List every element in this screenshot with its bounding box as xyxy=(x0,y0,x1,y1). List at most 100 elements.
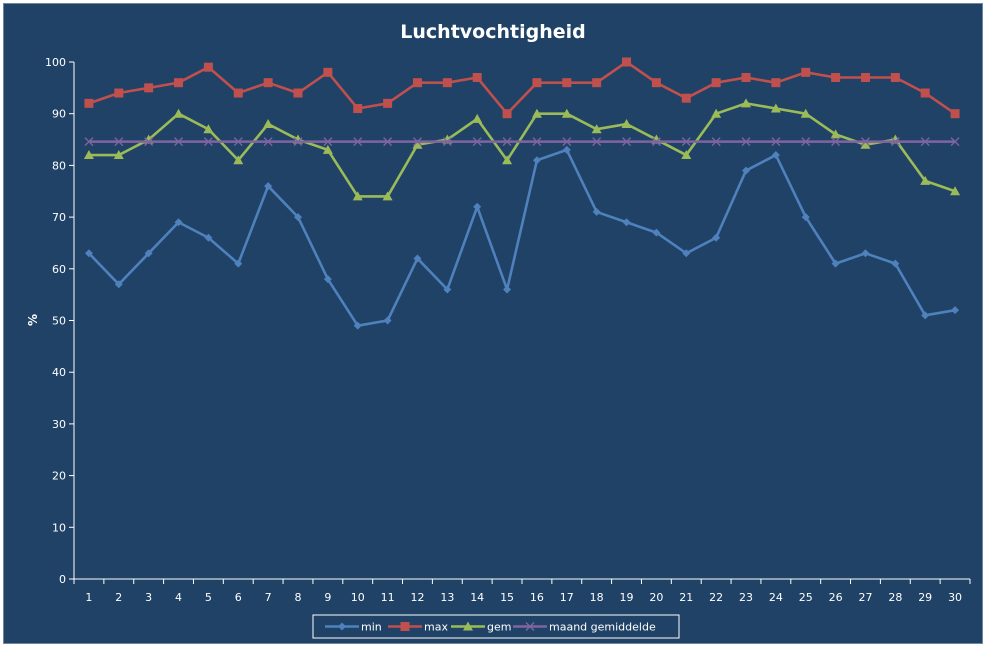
data-point-maand-gemiddelde xyxy=(592,137,602,147)
legend-label: min xyxy=(361,621,382,634)
data-point-min xyxy=(323,275,332,284)
data-point-gem xyxy=(860,139,871,149)
x-tick-label: 9 xyxy=(324,591,331,604)
data-point-min xyxy=(264,182,273,191)
x-tick-label: 15 xyxy=(500,591,514,604)
x-tick-label: 28 xyxy=(888,591,902,604)
data-point-max xyxy=(442,78,452,88)
data-point-gem xyxy=(830,129,841,139)
data-point-maand-gemiddelde xyxy=(114,137,124,147)
data-point-maand-gemiddelde xyxy=(890,137,900,147)
data-point-gem xyxy=(531,108,542,118)
data-point-min xyxy=(84,249,93,258)
data-point-gem xyxy=(770,103,781,113)
data-point-maand-gemiddelde xyxy=(323,137,333,147)
data-point-max xyxy=(293,88,303,98)
x-tick-label: 27 xyxy=(858,591,872,604)
legend-entry-min: min xyxy=(325,621,382,634)
data-point-max xyxy=(622,57,632,67)
data-point-max xyxy=(502,109,512,119)
y-tick-label: 50 xyxy=(52,315,66,328)
data-point-gem xyxy=(561,108,572,118)
x-tick-label: 8 xyxy=(295,591,302,604)
data-point-maand-gemiddelde xyxy=(681,137,691,147)
data-point-maand-gemiddelde xyxy=(502,137,512,147)
data-point-min xyxy=(921,311,930,320)
x-tick-label: 6 xyxy=(235,591,242,604)
chart-title: Luchtvochtigheid xyxy=(400,21,585,43)
series-line-min xyxy=(87,148,956,327)
data-point-min xyxy=(592,207,601,216)
data-point-maand-gemiddelde xyxy=(562,137,572,147)
data-point-min xyxy=(204,233,213,242)
data-point-gem xyxy=(322,144,333,154)
data-point-min xyxy=(503,285,512,294)
data-point-gem xyxy=(621,119,632,129)
x-tick-label: 5 xyxy=(205,591,212,604)
data-point-maand-gemiddelde xyxy=(353,137,363,147)
legend-label: max xyxy=(424,621,448,634)
data-point-max xyxy=(263,78,273,88)
x-tick-label: 22 xyxy=(709,591,723,604)
data-point-min xyxy=(652,228,661,237)
data-point-min xyxy=(951,306,960,315)
data-point-min xyxy=(891,259,900,268)
x-tick-label: 4 xyxy=(175,591,182,604)
legend-marker xyxy=(463,621,473,631)
x-tick-label: 26 xyxy=(829,591,843,604)
y-tick-label: 10 xyxy=(52,521,66,534)
x-tick-label: 23 xyxy=(739,591,753,604)
data-point-maand-gemiddelde xyxy=(532,137,542,147)
data-point-gem xyxy=(412,139,423,149)
data-point-gem xyxy=(681,150,692,160)
y-tick-label: 90 xyxy=(52,108,66,121)
data-point-min xyxy=(712,233,721,242)
data-point-min xyxy=(562,145,571,154)
legend-label: gem xyxy=(487,621,511,634)
x-tick-label: 21 xyxy=(679,591,693,604)
data-point-maand-gemiddelde xyxy=(711,137,721,147)
data-point-max xyxy=(860,73,870,83)
y-tick-label: 100 xyxy=(45,56,66,69)
data-point-max xyxy=(771,78,781,88)
data-point-maand-gemiddelde xyxy=(920,137,930,147)
legend: min max gem maand gemiddelde xyxy=(312,614,680,639)
y-tick-label: 60 xyxy=(52,263,66,276)
data-point-max xyxy=(831,73,841,83)
legend-box xyxy=(312,614,680,639)
legend-entry-maand-gemiddelde: maand gemiddelde xyxy=(513,621,656,634)
data-point-min xyxy=(353,321,362,330)
x-tick-labels: 1 2 3 4 5 6 7 8 9 10 11 12 13 14 15 16 17 18 19 20 21 22 23 24 2… xyxy=(85,591,962,604)
series-line-max xyxy=(88,60,956,115)
line-chart: Luchtvochtigheid % 010203040506070809010… xyxy=(26,21,971,639)
y-tick-label: 80 xyxy=(52,159,66,172)
data-point-gem xyxy=(382,191,393,201)
legend-marker xyxy=(400,622,410,631)
data-point-max xyxy=(114,88,124,98)
x-tick-label: 12 xyxy=(410,591,424,604)
data-point-gem xyxy=(203,124,214,134)
series-min xyxy=(84,145,960,330)
y-tick-label: 0 xyxy=(59,573,66,586)
y-tick-labels: 0 10 20 30 40 50 60 70 80 90 100 xyxy=(45,56,66,586)
data-point-maand-gemiddelde xyxy=(203,137,213,147)
y-tick-label: 20 xyxy=(52,470,66,483)
x-tick-label: 17 xyxy=(560,591,574,604)
data-point-max xyxy=(383,98,393,108)
data-point-gem xyxy=(472,113,483,123)
data-point-min xyxy=(861,249,870,258)
data-point-min xyxy=(622,218,631,227)
data-point-max xyxy=(174,78,184,88)
data-point-maand-gemiddelde xyxy=(84,137,94,147)
y-tick-label: 40 xyxy=(52,366,66,379)
data-point-maand-gemiddelde xyxy=(472,137,482,147)
data-point-min xyxy=(383,316,392,325)
x-tick-label: 25 xyxy=(799,591,813,604)
data-point-gem xyxy=(83,150,94,160)
x-tick-label: 3 xyxy=(145,591,152,604)
data-point-maand-gemiddelde xyxy=(622,137,631,147)
data-point-min xyxy=(742,166,750,175)
data-point-max xyxy=(323,67,333,77)
data-point-gem xyxy=(502,155,513,165)
data-point-maand-gemiddelde xyxy=(651,137,661,147)
